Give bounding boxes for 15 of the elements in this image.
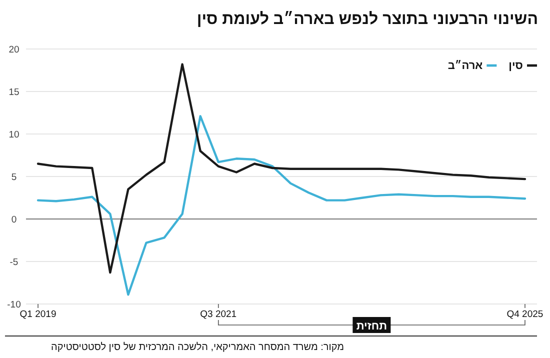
annotation: מקור: משרד המסחר האמריקאי, הלשכה המרכזית של סין לסטטיסטיקה xyxy=(51,342,344,353)
annotation: תחזית xyxy=(356,320,387,332)
title: השינוי הרבעוני בתוצר לנפש בארה״ב לעומת סין xyxy=(196,11,538,28)
x-tick-label: Q4 2025 xyxy=(506,309,544,320)
y-tick-label: -10 xyxy=(7,300,21,310)
y-tick-label: 0 xyxy=(11,214,17,226)
legend-label: ארה״ב xyxy=(448,60,484,72)
y-tick-label: -5 xyxy=(10,257,18,268)
y-tick-label: 15 xyxy=(8,87,20,98)
legend-label: סין xyxy=(508,60,524,72)
y-tick-label: 10 xyxy=(8,130,20,140)
x-tick-label: Q3 2021 xyxy=(200,309,237,320)
y-tick-label: 5 xyxy=(11,172,17,183)
y-tick-label: 20 xyxy=(8,44,20,56)
x-tick-label: Q1 2019 xyxy=(20,309,56,320)
